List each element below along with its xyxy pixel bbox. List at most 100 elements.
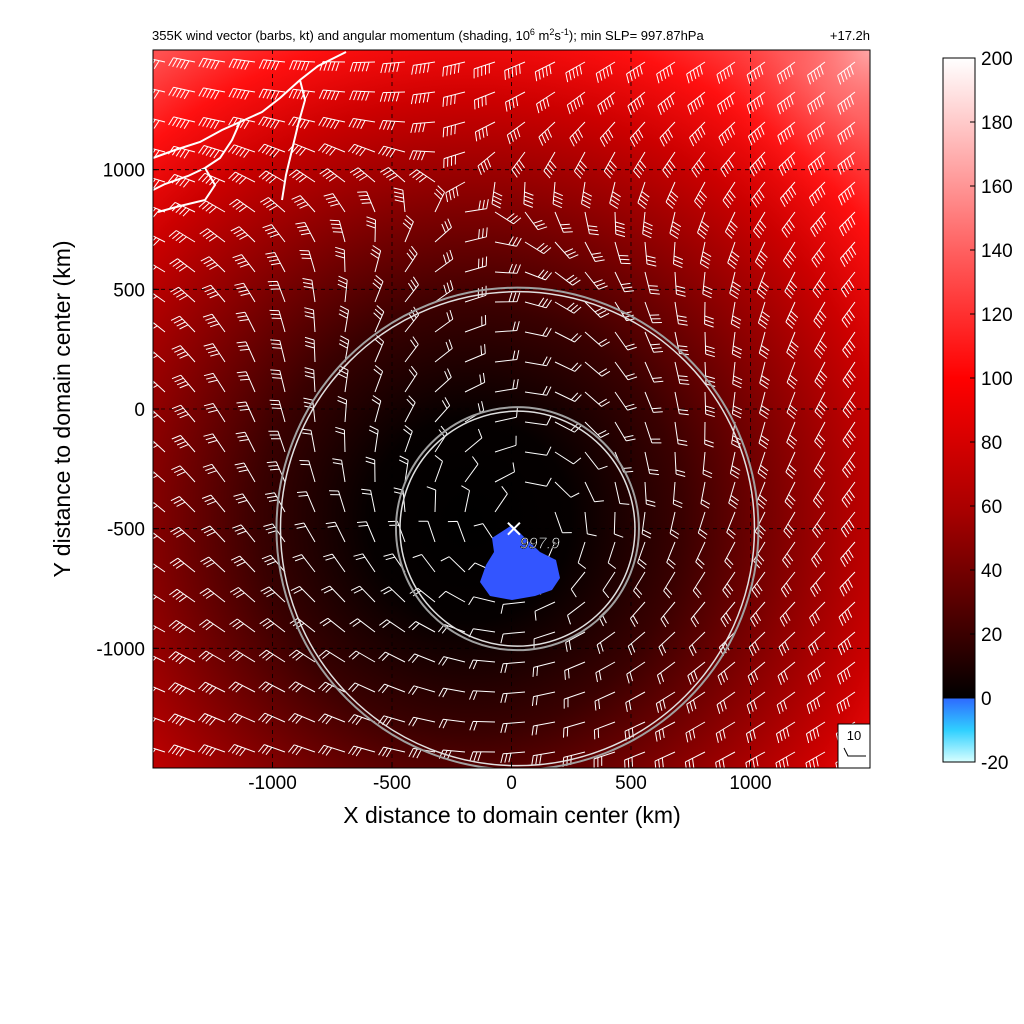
wind-barb [198,744,226,757]
wind-barb [169,588,196,603]
wind-barb [318,649,346,663]
wind-barb [754,241,768,269]
x-tick-label: 1000 [729,773,771,794]
x-tick-label: -500 [373,773,411,794]
wind-barb [268,430,286,453]
wind-barb [531,721,556,736]
wind-barb [511,151,526,178]
x-axis: -1000 -500 0 500 1000 [248,762,772,794]
wind-barb [234,282,256,303]
wind-barb [464,456,479,483]
wind-barb [169,258,196,273]
wind-barb [672,481,683,509]
wind-barb [325,521,346,543]
wind-barb [408,169,436,183]
wind-barb [299,460,316,483]
wind-barb [581,181,593,209]
wind-barb [438,749,466,760]
wind-barb [781,211,796,238]
wind-barb [228,681,256,693]
wind-barb [318,89,346,101]
wind-barb [656,61,676,84]
wind-barb [318,713,346,725]
wind-barb [524,385,552,396]
wind-barb [370,245,382,273]
forecast-time: +17.2h [830,28,870,43]
wind-barb [411,61,436,75]
wind-barb [153,470,166,483]
colorbar-tick-label: 0 [981,689,992,710]
wind-barb [674,271,686,297]
wind-barb [288,744,316,756]
wind-barb [228,712,256,724]
wind-barb [153,321,166,333]
wind-barb [531,751,556,766]
wind-barb [839,241,857,267]
wind-barb [644,481,656,507]
wind-barb [523,181,534,208]
wind-barb [302,278,316,303]
wind-barb [153,177,166,189]
wind-barb [837,661,856,685]
wind-barb [838,181,856,206]
wind-barb [644,241,657,267]
wind-barb [329,219,346,243]
wind-barb [717,91,736,115]
wind-barb [814,331,828,359]
wind-barb [261,554,286,573]
wind-barb [153,206,166,218]
barb-reference-key: 10 [837,723,871,769]
wind-barb [258,712,286,724]
wind-barb [565,61,586,83]
colorbar-tick-label: 80 [981,433,1002,454]
wind-barb [840,511,856,538]
wind-barb [584,241,605,262]
wind-barb [348,745,376,757]
wind-barb [747,661,766,686]
y-tick-label: -1000 [96,639,145,660]
wind-barb [779,601,796,627]
wind-barb [782,541,796,569]
colorbar-tick-label: 160 [981,177,1013,198]
wind-barb [153,350,166,363]
wind-barb [469,720,496,731]
wind-barb [641,511,652,539]
wind-barb [554,331,582,343]
wind-barb [584,361,611,377]
wind-barb [260,586,286,603]
wind-barb [746,691,766,715]
wind-barb [644,421,662,444]
colorbar-tick-label: 200 [981,49,1013,70]
wind-barb [644,361,664,383]
wind-barb [335,246,346,273]
wind-barb [751,181,766,208]
wind-barb [624,721,646,741]
wind-barb [842,451,856,479]
wind-barb [153,148,166,159]
wind-barb [584,421,610,438]
wind-barb [532,661,556,677]
wind-barb [695,541,706,569]
wind-barb [807,661,826,685]
radius-circle-outer [275,286,760,768]
wind-barb [236,371,256,393]
wind-barb [777,661,796,685]
wind-barb [807,121,826,145]
colorbar-tick-label: 180 [981,113,1013,134]
wind-barb [626,61,646,84]
wind-barb [294,522,316,543]
wind-barb [236,341,256,363]
wind-barb [842,361,856,389]
wind-barb [303,397,316,423]
wind-barb [837,61,856,85]
wind-barb [731,331,743,359]
wind-barb [198,200,226,214]
wind-barb [504,61,526,80]
barb-reference-label: 10 [847,728,861,743]
wind-barb [840,541,856,568]
wind-barb [775,721,796,744]
wind-barb [171,345,196,363]
wind-barb [494,379,519,393]
wind-barb [746,61,766,85]
wind-barb [434,397,451,423]
